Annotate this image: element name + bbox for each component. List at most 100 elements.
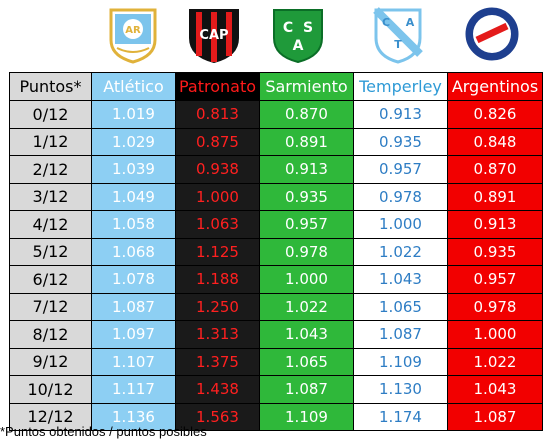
- svg-text:A: A: [406, 16, 415, 29]
- cell-puntos: 9/12: [9, 347, 92, 376]
- svg-text:S: S: [303, 20, 313, 36]
- svg-text:CAP: CAP: [199, 28, 228, 43]
- cell-patronato: 1.313: [175, 320, 260, 349]
- cell-argentinos: 1.087: [447, 402, 543, 431]
- team-logos-row: AR CAP C S A C A T: [0, 0, 545, 70]
- cell-sarmiento: 0.978: [259, 237, 354, 266]
- header-temperley: Temperley: [353, 72, 448, 101]
- table-row: 5/12 1.068 1.125 0.978 1.022 0.935: [9, 237, 543, 266]
- cell-atletico: 1.049: [91, 182, 176, 211]
- cell-argentinos: 0.848: [447, 127, 543, 156]
- cell-argentinos: 1.000: [447, 320, 543, 349]
- header-puntos: Puntos*: [9, 72, 92, 101]
- cell-sarmiento: 0.913: [259, 155, 354, 184]
- cell-puntos: 10/12: [9, 375, 92, 404]
- cell-atletico: 1.078: [91, 265, 176, 294]
- table-row: 12/12 1.136 1.563 1.109 1.174 1.087: [9, 402, 543, 431]
- cell-atletico: 1.058: [91, 210, 176, 239]
- cell-puntos: 2/12: [9, 155, 92, 184]
- cell-puntos: 1/12: [9, 127, 92, 156]
- cell-sarmiento: 0.891: [259, 127, 354, 156]
- cell-sarmiento: 1.022: [259, 292, 354, 321]
- cell-argentinos: 1.022: [447, 347, 543, 376]
- cell-temperley: 1.043: [353, 265, 448, 294]
- cell-sarmiento: 0.935: [259, 182, 354, 211]
- cell-argentinos: 0.826: [447, 100, 543, 129]
- table-row: 3/12 1.049 1.000 0.935 0.978 0.891: [9, 182, 543, 211]
- cell-argentinos: 0.957: [447, 265, 543, 294]
- footnote: *Puntos obtenidos / puntos posibles: [0, 424, 207, 439]
- cell-sarmiento: 1.065: [259, 347, 354, 376]
- cell-temperley: 1.022: [353, 237, 448, 266]
- cell-patronato: 0.938: [175, 155, 260, 184]
- table-row: 9/12 1.107 1.375 1.065 1.109 1.022: [9, 347, 543, 376]
- cell-sarmiento: 0.957: [259, 210, 354, 239]
- header-argentinos: Argentinos: [447, 72, 543, 101]
- cell-patronato: 1.438: [175, 375, 260, 404]
- header-row: Puntos* Atlético Patronato Sarmiento Tem…: [9, 72, 543, 101]
- table-row: 2/12 1.039 0.938 0.913 0.957 0.870: [9, 155, 543, 184]
- cell-patronato: 0.813: [175, 100, 260, 129]
- cell-atletico: 1.117: [91, 375, 176, 404]
- cell-sarmiento: 1.043: [259, 320, 354, 349]
- cell-puntos: 7/12: [9, 292, 92, 321]
- svg-text:AR: AR: [125, 25, 141, 36]
- svg-text:C: C: [382, 16, 390, 29]
- cell-atletico: 1.068: [91, 237, 176, 266]
- cell-temperley: 1.109: [353, 347, 448, 376]
- cell-puntos: 0/12: [9, 100, 92, 129]
- cell-temperley: 1.130: [353, 375, 448, 404]
- table-row: 6/12 1.078 1.188 1.000 1.043 0.957: [9, 265, 543, 294]
- cell-patronato: 1.000: [175, 182, 260, 211]
- cell-puntos: 8/12: [9, 320, 92, 349]
- cell-temperley: 0.913: [353, 100, 448, 129]
- cell-temperley: 0.935: [353, 127, 448, 156]
- cell-patronato: 1.250: [175, 292, 260, 321]
- cell-temperley: 1.174: [353, 402, 448, 431]
- cell-temperley: 1.065: [353, 292, 448, 321]
- table-row: 4/12 1.058 1.063 0.957 1.000 0.913: [9, 210, 543, 239]
- cell-sarmiento: 0.870: [259, 100, 354, 129]
- cell-sarmiento: 1.000: [259, 265, 354, 294]
- header-atletico: Atlético: [91, 72, 176, 101]
- cell-atletico: 1.107: [91, 347, 176, 376]
- table-row: 0/12 1.019 0.813 0.870 0.913 0.826: [9, 100, 543, 129]
- points-table: Puntos* Atlético Patronato Sarmiento Tem…: [9, 72, 543, 431]
- svg-text:A: A: [293, 38, 304, 54]
- cell-patronato: 1.125: [175, 237, 260, 266]
- svg-text:T: T: [394, 38, 402, 51]
- cell-temperley: 0.978: [353, 182, 448, 211]
- cell-atletico: 1.029: [91, 127, 176, 156]
- cell-atletico: 1.019: [91, 100, 176, 129]
- cell-puntos: 3/12: [9, 182, 92, 211]
- cell-temperley: 1.000: [353, 210, 448, 239]
- cell-temperley: 1.087: [353, 320, 448, 349]
- argentinos-juniors-crest-icon: [462, 4, 522, 64]
- cell-argentinos: 0.891: [447, 182, 543, 211]
- cell-sarmiento: 1.109: [259, 402, 354, 431]
- cell-atletico: 1.039: [91, 155, 176, 184]
- cell-puntos: 5/12: [9, 237, 92, 266]
- cell-patronato: 1.375: [175, 347, 260, 376]
- temperley-crest-icon: C A T: [368, 4, 428, 64]
- cell-argentinos: 0.935: [447, 237, 543, 266]
- cell-temperley: 0.957: [353, 155, 448, 184]
- cell-patronato: 1.188: [175, 265, 260, 294]
- header-patronato: Patronato: [175, 72, 260, 101]
- cell-patronato: 0.875: [175, 127, 260, 156]
- cell-argentinos: 0.978: [447, 292, 543, 321]
- cell-patronato: 1.063: [175, 210, 260, 239]
- cell-patronato: 1.563: [175, 402, 260, 431]
- cell-sarmiento: 1.087: [259, 375, 354, 404]
- cell-atletico: 1.097: [91, 320, 176, 349]
- patronato-crest-icon: CAP: [184, 4, 244, 64]
- cell-puntos: 4/12: [9, 210, 92, 239]
- cell-argentinos: 1.043: [447, 375, 543, 404]
- cell-argentinos: 0.913: [447, 210, 543, 239]
- svg-text:C: C: [283, 20, 293, 36]
- sarmiento-crest-icon: C S A: [268, 4, 328, 64]
- atletico-rafaela-crest-icon: AR: [103, 4, 163, 64]
- cell-atletico: 1.087: [91, 292, 176, 321]
- table-row: 10/12 1.117 1.438 1.087 1.130 1.043: [9, 375, 543, 404]
- table-row: 1/12 1.029 0.875 0.891 0.935 0.848: [9, 127, 543, 156]
